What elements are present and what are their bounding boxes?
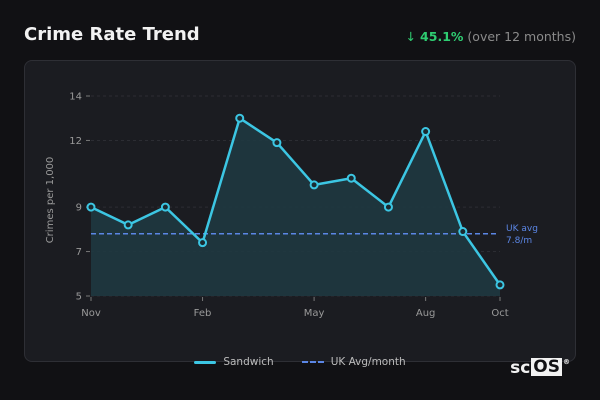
series-area bbox=[91, 118, 500, 296]
chart-title: Crime Rate Trend bbox=[24, 24, 200, 45]
data-point[interactable] bbox=[160, 202, 170, 212]
x-tick-label: Feb bbox=[194, 308, 212, 319]
logo-text: sc bbox=[510, 358, 531, 378]
data-point[interactable] bbox=[346, 173, 356, 183]
down-arrow-icon: ↓ bbox=[405, 29, 417, 44]
legend-item-reference[interactable]: UK Avg/month bbox=[301, 356, 406, 368]
y-tick-label: 7 bbox=[76, 247, 82, 258]
change-value: 45.1% bbox=[420, 29, 464, 44]
brand-logo: sc OS ® bbox=[510, 358, 570, 378]
data-point[interactable] bbox=[458, 227, 468, 237]
data-point[interactable] bbox=[235, 113, 245, 123]
reference-label: UK avg bbox=[506, 224, 538, 234]
y-axis-title: Crimes per 1,000 bbox=[45, 157, 56, 244]
y-tick-label: 14 bbox=[69, 92, 82, 103]
y-tick-label: 12 bbox=[69, 136, 82, 147]
data-point[interactable] bbox=[383, 202, 393, 212]
chart-legend: Sandwich UK Avg/month bbox=[0, 356, 600, 368]
data-point[interactable] bbox=[86, 202, 96, 212]
legend-series-label: Sandwich bbox=[223, 356, 274, 368]
change-period: (over 12 months) bbox=[467, 29, 576, 44]
x-tick-label: Nov bbox=[81, 308, 101, 319]
data-point[interactable] bbox=[272, 138, 282, 148]
change-stat: ↓ 45.1% (over 12 months) bbox=[406, 29, 576, 44]
data-point[interactable] bbox=[123, 220, 133, 230]
series-line bbox=[90, 116, 502, 286]
reference-value-label: 7.8/m bbox=[506, 236, 532, 246]
x-tick-label: May bbox=[304, 308, 325, 319]
legend-reference-label: UK Avg/month bbox=[330, 356, 406, 368]
legend-series-swatch bbox=[194, 360, 217, 364]
data-point[interactable] bbox=[198, 238, 208, 248]
y-tick-label: 5 bbox=[76, 292, 82, 303]
logo-box-text: OS bbox=[531, 357, 562, 377]
legend-reference-swatch bbox=[301, 361, 324, 363]
registered-mark: ® bbox=[563, 358, 570, 366]
y-tick-label: 9 bbox=[76, 203, 82, 214]
x-tick-label: Aug bbox=[416, 308, 436, 319]
legend-item-series[interactable]: Sandwich bbox=[194, 356, 274, 368]
data-point[interactable] bbox=[309, 180, 319, 190]
data-point[interactable] bbox=[421, 127, 431, 137]
x-tick-label: Oct bbox=[491, 308, 508, 319]
data-point[interactable] bbox=[495, 280, 505, 290]
